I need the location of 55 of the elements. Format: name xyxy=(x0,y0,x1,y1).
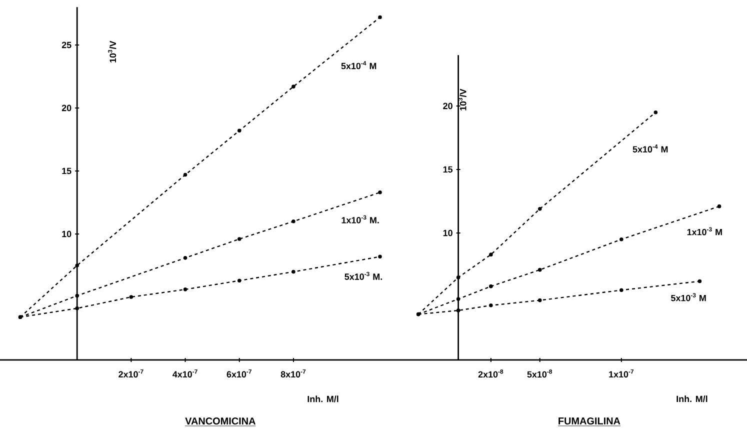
y-tick-label: 20 xyxy=(62,104,72,112)
x-tick-label: 5x10$^{-8}$ xyxy=(527,370,552,378)
series-label: 1x10$^{-3}$ M xyxy=(687,227,722,236)
point xyxy=(183,256,188,260)
text: FUMAGILINA xyxy=(558,417,620,425)
y-tick-label: 10 xyxy=(62,230,72,238)
point xyxy=(378,15,382,20)
point xyxy=(456,297,460,301)
y-axis-title: 10$^{3}$/V xyxy=(108,40,116,62)
point xyxy=(456,276,460,280)
series-label: 1x10$^{-3}$ M. xyxy=(342,215,379,224)
point xyxy=(292,219,296,224)
point xyxy=(129,295,134,299)
point xyxy=(654,110,658,114)
text: VANCOMICINA xyxy=(185,417,256,425)
point xyxy=(75,306,79,310)
point xyxy=(292,270,296,274)
point xyxy=(538,298,542,302)
point xyxy=(183,172,188,177)
point xyxy=(75,294,79,298)
point xyxy=(183,288,188,292)
y-tick-label: 15 xyxy=(443,166,453,173)
point xyxy=(378,190,382,194)
point xyxy=(698,279,702,284)
point xyxy=(237,128,242,133)
y-tick-label: 15 xyxy=(62,168,72,174)
point xyxy=(620,288,624,292)
series-label: 5x10$^{-3}$ M. xyxy=(344,272,382,280)
series-label: 5x10$^{-4}$ M xyxy=(632,144,668,153)
point xyxy=(538,206,542,211)
x-tick-label: 2x10$^{-7}$ xyxy=(118,370,144,378)
point xyxy=(717,204,722,208)
series-label: 5x10$^{-4}$ M xyxy=(341,61,376,70)
x-axis-title: Inh. M/l xyxy=(676,396,708,402)
x-tick-label: 8x10$^{-7}$ xyxy=(280,370,306,378)
x-tick-label: 4x10$^{-7}$ xyxy=(172,370,198,378)
x-tick-label: 6x10$^{-7}$ xyxy=(226,370,252,378)
point xyxy=(620,237,624,242)
point xyxy=(489,303,493,308)
point xyxy=(489,284,493,288)
point xyxy=(237,278,242,282)
x-tick-label: 1x10$^{-7}$ xyxy=(609,370,634,378)
x-axis-title: Inh. M/l xyxy=(308,396,338,402)
series-label: 5x10$^{-3}$ M xyxy=(671,293,706,302)
y-tick-label: 10 xyxy=(443,230,452,236)
x-tick-label: 2x10$^{-8}$ xyxy=(478,370,504,378)
point xyxy=(538,268,542,272)
point xyxy=(237,237,242,241)
point xyxy=(378,254,382,259)
y-tick-label: 25 xyxy=(62,42,72,48)
point xyxy=(456,308,460,312)
point xyxy=(292,84,296,88)
point xyxy=(489,252,493,256)
point xyxy=(75,264,79,268)
y-tick-label: 20 xyxy=(443,102,452,110)
